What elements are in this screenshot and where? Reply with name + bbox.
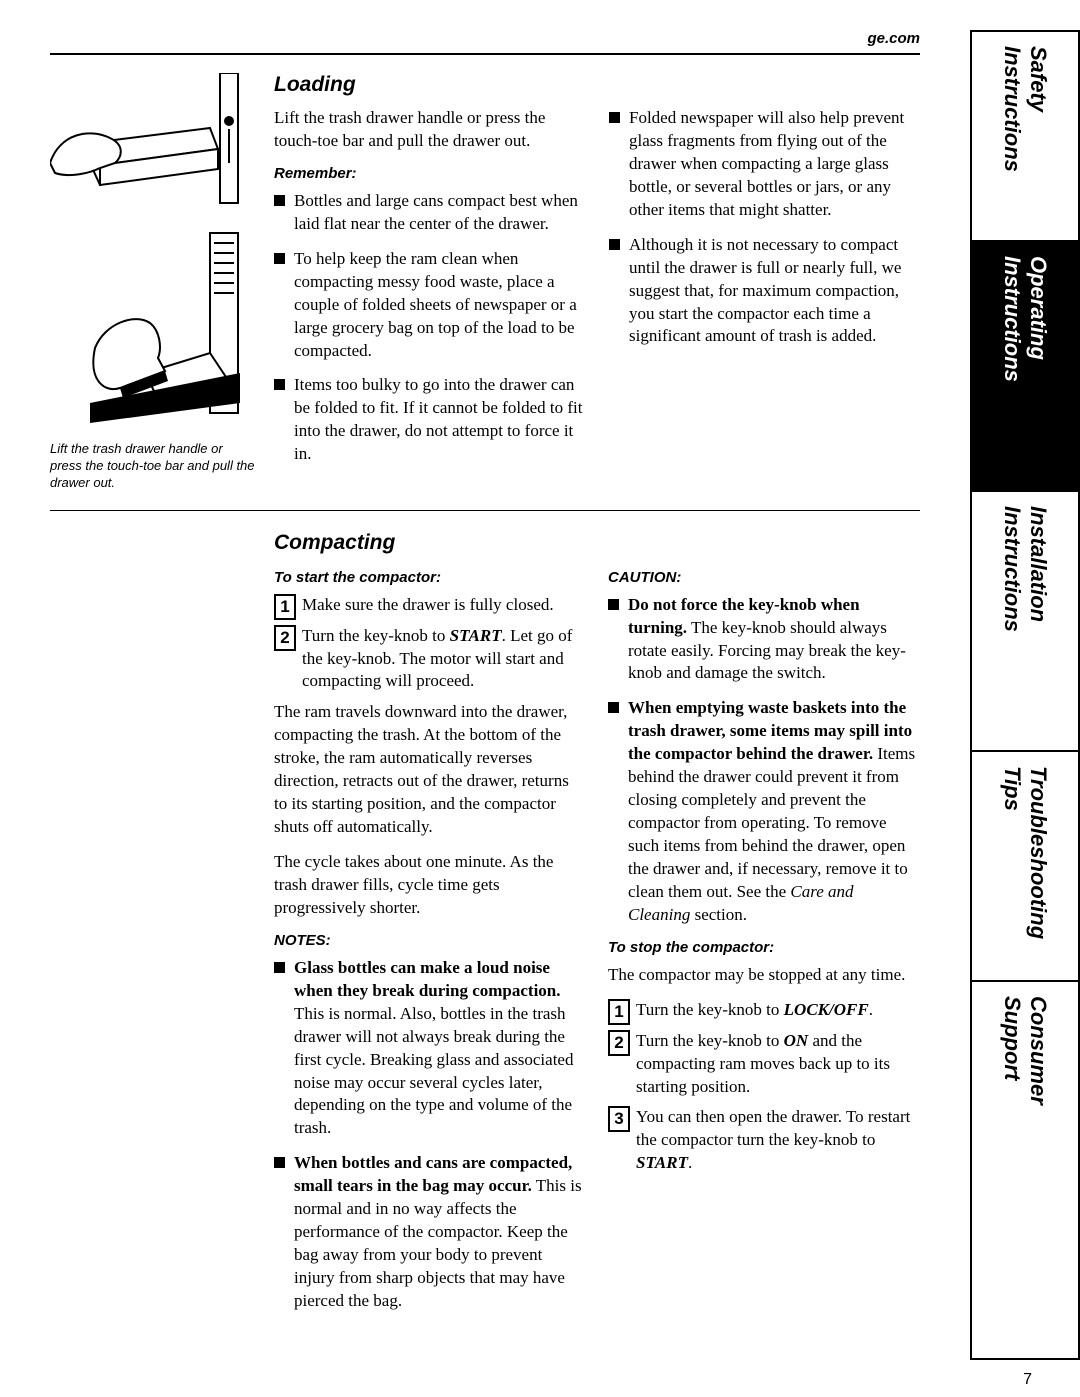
loading-illustration: Lift the trash drawer handle or press th… [50, 73, 256, 492]
side-tabs: Safety Instructions Operating Instructio… [970, 30, 1080, 1360]
page-content: ge.com [50, 30, 920, 1360]
list-item: Make sure the drawer is fully closed. [274, 594, 586, 617]
loading-title: Loading [274, 73, 920, 97]
list-item: Bottles and large cans compact best when… [274, 190, 585, 236]
list-item: When bottles and cans are compacted, sma… [274, 1152, 586, 1313]
tab-operating[interactable]: Operating Instructions [972, 242, 1078, 492]
loading-section: Lift the trash drawer handle or press th… [50, 73, 920, 492]
list-item: Turn the key-knob to LOCK/OFF. [608, 999, 920, 1022]
list-item: When emptying waste baskets into the tra… [608, 697, 920, 926]
list-item: Items too bulky to go into the drawer ca… [274, 374, 585, 466]
start-steps: Make sure the drawer is fully closed. Tu… [274, 594, 586, 694]
illustration-caption: Lift the trash drawer handle or press th… [50, 441, 256, 492]
compacting-col-right: CAUTION: Do not force the key-knob when … [608, 565, 920, 1325]
compacting-para1: The ram travels downward into the drawer… [274, 701, 586, 839]
remember-label: Remember: [274, 165, 585, 182]
list-item: Do not force the key-knob when turning. … [608, 594, 920, 686]
notes-list: Glass bottles can make a loud noise when… [274, 957, 586, 1313]
list-item: To help keep the ram clean when compacti… [274, 248, 585, 363]
caution-list: Do not force the key-knob when turning. … [608, 594, 920, 927]
list-item: Although it is not necessary to compact … [609, 234, 920, 349]
stop-label: To stop the compactor: [608, 939, 920, 956]
list-item: You can then open the drawer. To restart… [608, 1106, 920, 1175]
tab-safety[interactable]: Safety Instructions [972, 32, 1078, 242]
compacting-col-left: To start the compactor: Make sure the dr… [274, 565, 586, 1325]
list-item: Turn the key-knob to START. Let go of th… [274, 625, 586, 694]
remember-list: Bottles and large cans compact best when… [274, 190, 585, 466]
top-rule [50, 53, 920, 55]
mid-rule [50, 510, 920, 511]
start-label: To start the compactor: [274, 569, 586, 586]
drawer-illustration-icon [50, 73, 256, 433]
loading-intro: Lift the trash drawer handle or press th… [274, 107, 585, 153]
tab-troubleshooting[interactable]: Troubleshooting Tips [972, 752, 1078, 982]
notes-label: NOTES: [274, 932, 586, 949]
header-url: ge.com [50, 30, 920, 53]
stop-steps: Turn the key-knob to LOCK/OFF. Turn the … [608, 999, 920, 1176]
loading-col-left: Lift the trash drawer handle or press th… [274, 107, 585, 478]
compacting-section: To start the compactor: Make sure the dr… [274, 565, 920, 1325]
loading-text: Loading Lift the trash drawer handle or … [274, 73, 920, 492]
stop-intro: The compactor may be stopped at any time… [608, 964, 920, 987]
compacting-title: Compacting [274, 531, 920, 555]
compacting-para2: The cycle takes about one minute. As the… [274, 851, 586, 920]
list-item: Glass bottles can make a loud noise when… [274, 957, 586, 1141]
list-item: Folded newspaper will also help prevent … [609, 107, 920, 222]
list-item: Turn the key-knob to ON and the compacti… [608, 1030, 920, 1099]
loading-right-list: Folded newspaper will also help prevent … [609, 107, 920, 348]
loading-col-right: Folded newspaper will also help prevent … [609, 107, 920, 478]
tab-installation[interactable]: Installation Instructions [972, 492, 1078, 752]
caution-label: CAUTION: [608, 569, 920, 586]
page-number: 7 [1023, 1371, 1032, 1389]
tab-consumer[interactable]: Consumer Support [972, 982, 1078, 1202]
